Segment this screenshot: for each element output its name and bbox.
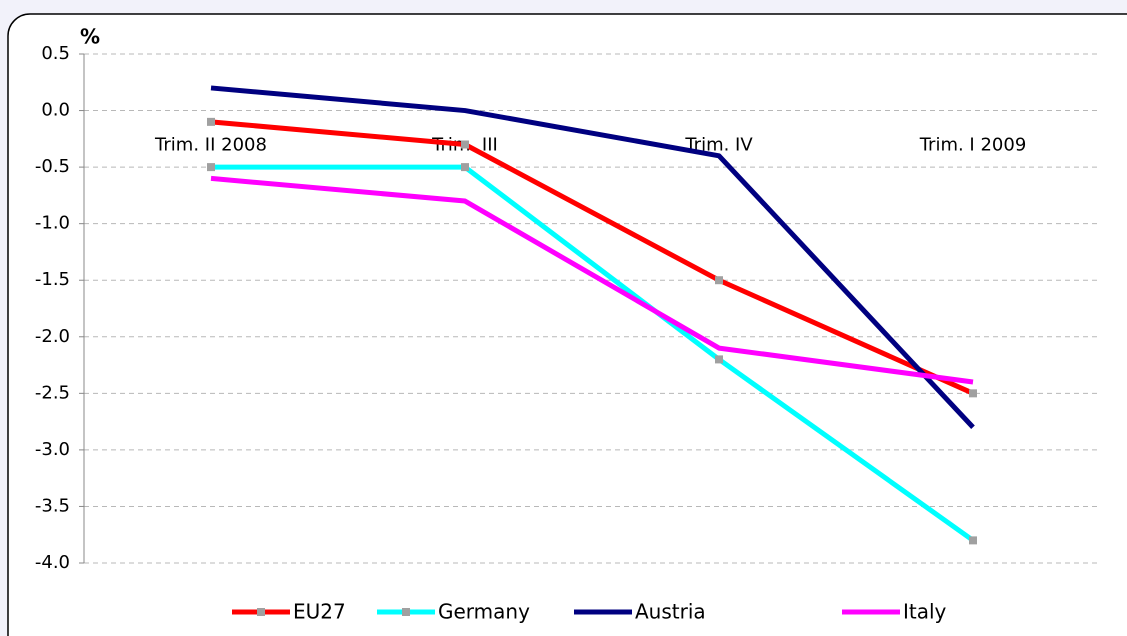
data-point (461, 140, 469, 149)
series-line (210, 119, 975, 396)
y-tick-label: -4.0 (35, 552, 70, 573)
x-tick-label: Trim. II 2008 (154, 135, 267, 156)
data-point (969, 389, 977, 398)
data-point (207, 163, 215, 172)
y-tick-label: -3.0 (35, 439, 70, 460)
chart-frame (7, 13, 1127, 636)
y-tick-label: -3.5 (35, 495, 70, 516)
series-line (210, 175, 974, 385)
data-point (715, 355, 723, 364)
legend-label: Germany (438, 600, 530, 624)
y-tick-label: -2.0 (35, 326, 70, 347)
data-point (715, 276, 723, 285)
legend-label: Italy (903, 600, 947, 624)
legend-label: EU27 (293, 600, 346, 624)
legend-label: Austria (635, 600, 706, 624)
series-line (211, 164, 975, 543)
y-tick-label: -2.5 (35, 382, 70, 403)
y-tick-label: 0.5 (41, 43, 70, 64)
x-tick-label: Trim. I 2009 (919, 135, 1027, 156)
y-tick-label: 0.0 (41, 100, 70, 121)
y-tick-label: -0.5 (35, 156, 70, 177)
y-axis-label: % (80, 25, 100, 49)
y-tick-label: -1.5 (35, 269, 70, 290)
legend-marker (257, 608, 265, 616)
data-point (207, 117, 215, 126)
series-line (210, 85, 975, 429)
y-tick-label: -1.0 (35, 213, 70, 234)
legend-marker (402, 608, 410, 616)
data-point (461, 163, 469, 172)
data-point (969, 536, 977, 545)
